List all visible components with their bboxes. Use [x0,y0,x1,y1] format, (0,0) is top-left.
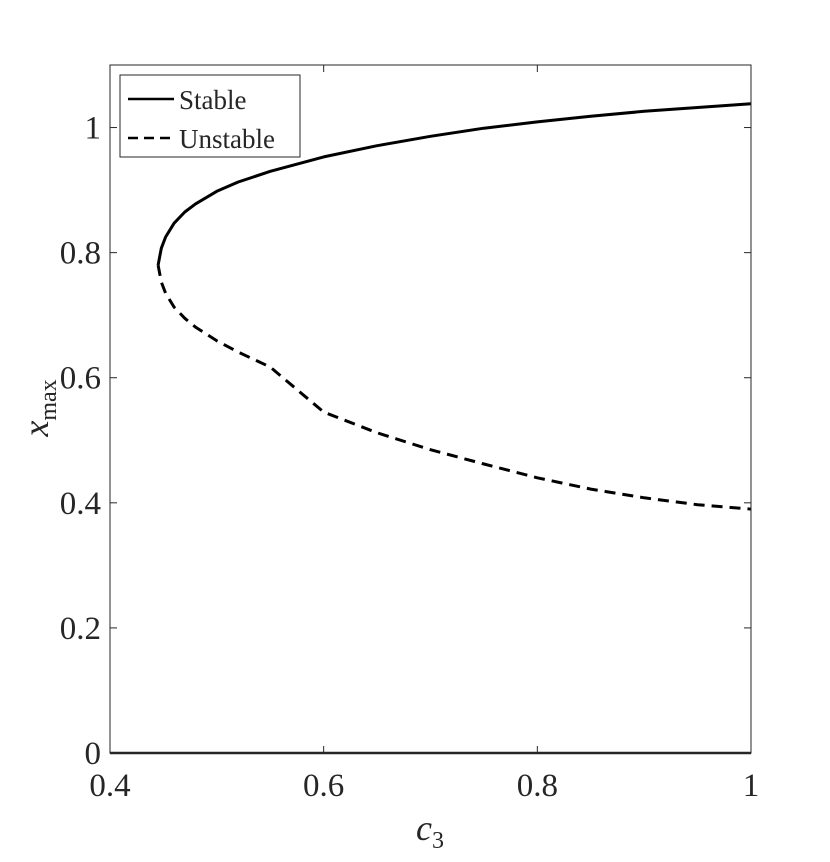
curves-layer [156,102,752,511]
y-tick-label: 0.6 [60,361,101,397]
legend-stable-label: Stable [179,85,247,115]
x-tick-label: 0.6 [303,768,344,804]
legend-unstable-label: Unstable [179,124,275,154]
y-axis-label-subscript: max [36,379,62,420]
legend-box [119,74,301,158]
ticks-layer: 0.4 0.6 0.8 1 0 0.2 0.4 0.6 0.8 1 [60,65,760,804]
x-tick-label: 0.8 [517,768,558,804]
x-tick-label: 0.4 [89,768,130,804]
x-axis-label: c3 [416,808,444,854]
y-tick-label: 1 [85,111,102,147]
y-axis-label: xmax [16,379,62,437]
series-stable-line [156,102,752,266]
x-axis-label-subscript: 3 [432,828,444,854]
y-tick-label: 0.2 [60,611,101,647]
y-tick-label: 0.4 [60,486,101,522]
y-tick-label: 0.8 [60,236,101,272]
y-axis-label-symbol: x [16,421,56,438]
series-unstable-line [156,264,752,511]
plot-area-background [110,65,751,753]
x-axis-label-symbol: c [416,808,432,848]
x-tick-label: 1 [743,768,760,804]
legend: Stable Unstable [119,74,301,158]
y-tick-label: 0 [85,736,102,772]
